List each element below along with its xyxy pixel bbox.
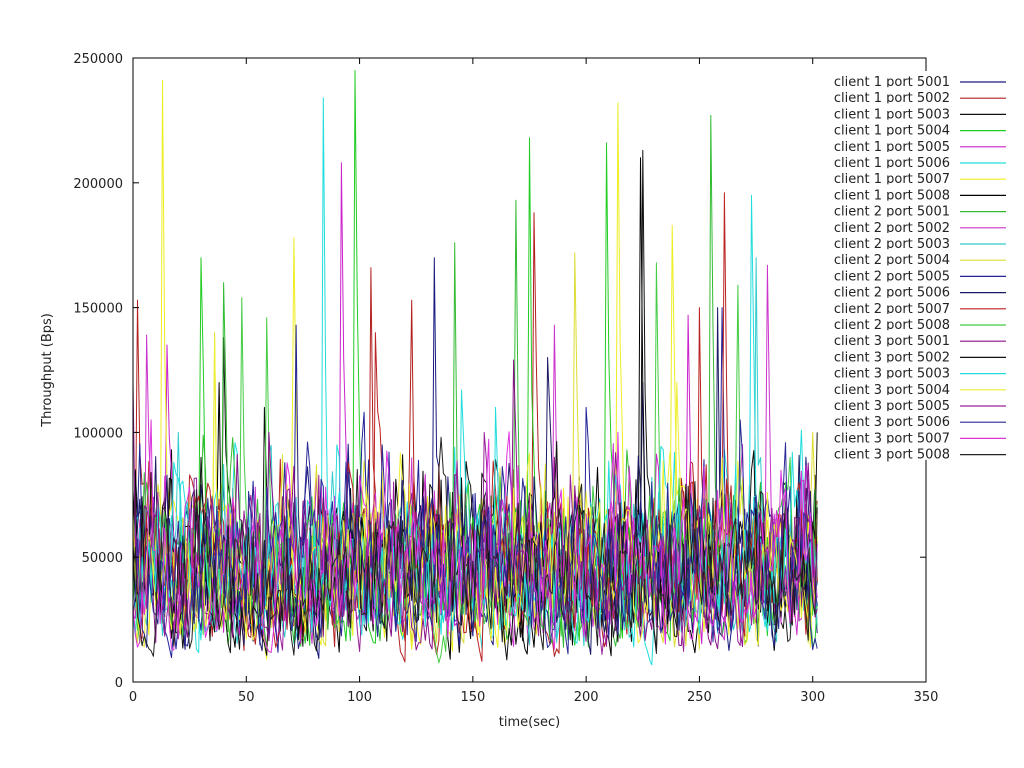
legend-label: client 2 port 5001 xyxy=(834,205,950,220)
legend-item: client 1 port 5006 xyxy=(822,152,1012,171)
legend-item-background xyxy=(822,443,1012,460)
legend-item: client 2 port 5003 xyxy=(822,233,1012,252)
legend-item: client 2 port 5004 xyxy=(822,249,1012,268)
x-tick-label: 0 xyxy=(129,690,137,705)
legend-label: client 2 port 5005 xyxy=(834,269,950,284)
y-tick-label: 100000 xyxy=(73,426,123,441)
legend-item-background xyxy=(822,297,1012,314)
legend-label: client 3 port 5006 xyxy=(834,415,950,430)
legend-label: client 3 port 5005 xyxy=(834,399,950,414)
legend-item-background xyxy=(822,103,1012,120)
legend-item-background xyxy=(822,362,1012,379)
legend-item: client 1 port 5004 xyxy=(822,119,1012,139)
legend-item: client 2 port 5007 xyxy=(822,297,1012,317)
legend-item-background xyxy=(822,265,1012,282)
legend-item-background xyxy=(822,330,1012,347)
x-tick-label: 150 xyxy=(460,690,485,705)
legend-item-background xyxy=(822,152,1012,169)
x-tick-label: 100 xyxy=(347,690,372,705)
legend-item-background xyxy=(822,168,1012,185)
legend-item: client 2 port 5006 xyxy=(822,281,1012,301)
legend-item: client 3 port 5003 xyxy=(822,362,1012,382)
legend-label: client 2 port 5006 xyxy=(834,286,950,301)
legend-item-background xyxy=(822,411,1012,428)
y-tick-label: 150000 xyxy=(73,302,123,317)
legend-item-background xyxy=(822,281,1012,298)
legend-label: client 2 port 5007 xyxy=(834,302,950,317)
legend-item: client 2 port 5002 xyxy=(822,216,1012,236)
legend-label: client 1 port 5007 xyxy=(834,172,950,187)
legend-label: client 1 port 5001 xyxy=(834,75,950,90)
legend-item: client 2 port 5001 xyxy=(822,200,1012,220)
legend-label: client 1 port 5005 xyxy=(834,140,950,155)
legend-label: client 3 port 5003 xyxy=(834,367,950,382)
legend-item-background xyxy=(822,427,1012,444)
x-tick-label: 250 xyxy=(687,690,712,705)
legend-label: client 1 port 5006 xyxy=(834,156,950,171)
legend-item-background xyxy=(822,395,1012,412)
legend-item: client 1 port 5001 xyxy=(822,71,1012,90)
legend-label: client 2 port 5003 xyxy=(834,237,950,252)
legend-item-background xyxy=(822,249,1012,266)
legend-item: client 1 port 5002 xyxy=(822,87,1012,106)
x-tick-label: 350 xyxy=(914,690,939,705)
legend-label: client 3 port 5001 xyxy=(834,334,950,349)
legend-item: client 1 port 5005 xyxy=(822,135,1012,155)
y-tick-label: 200000 xyxy=(73,177,123,192)
legend-item-background xyxy=(822,378,1012,395)
legend-item-background xyxy=(822,87,1012,104)
legend-label: client 2 port 5002 xyxy=(834,221,950,236)
x-tick-label: 300 xyxy=(800,690,825,705)
legend-item-background xyxy=(822,346,1012,363)
legend-label: client 2 port 5004 xyxy=(834,253,950,268)
series-lines xyxy=(132,70,818,666)
legend-item: client 3 port 5007 xyxy=(822,427,1012,446)
legend-label: client 1 port 5003 xyxy=(834,107,950,122)
legend-item: client 3 port 5002 xyxy=(822,346,1012,365)
legend-item-background xyxy=(822,314,1012,331)
x-tick-label: 50 xyxy=(238,690,255,705)
series-line-24 xyxy=(132,436,818,657)
legend-label: client 3 port 5002 xyxy=(834,350,950,365)
x-axis-title: time(sec) xyxy=(499,715,560,730)
legend-item: client 1 port 5008 xyxy=(822,184,1012,203)
legend-item: client 2 port 5008 xyxy=(822,314,1012,333)
legend-item-background xyxy=(822,216,1012,233)
legend-item: client 2 port 5005 xyxy=(822,265,1012,284)
legend-item: client 3 port 5001 xyxy=(822,330,1012,349)
y-axis-title: Throughput (Bps) xyxy=(40,313,55,428)
legend-label: client 1 port 5002 xyxy=(834,91,950,106)
legend-item: client 1 port 5007 xyxy=(822,168,1012,187)
x-tick-label: 200 xyxy=(574,690,599,705)
legend-item-background xyxy=(822,71,1012,88)
series-line-23 xyxy=(132,419,818,653)
legend-label: client 3 port 5008 xyxy=(834,448,950,463)
legend-item-background xyxy=(822,135,1012,152)
legend-item-background xyxy=(822,200,1012,217)
legend-item: client 3 port 5004 xyxy=(822,378,1012,398)
legend-item: client 3 port 5006 xyxy=(822,411,1012,430)
legend-label: client 3 port 5007 xyxy=(834,431,950,446)
y-axis: 0 50000 100000 150000 200000 250000 xyxy=(73,52,926,691)
y-tick-label: 0 xyxy=(115,676,123,691)
legend-item-background xyxy=(822,184,1012,201)
x-axis: 0 50 100 150 200 250 300 350 xyxy=(129,58,939,705)
legend-item-background xyxy=(822,233,1012,250)
legend-label: client 2 port 5008 xyxy=(834,318,950,333)
y-tick-label: 250000 xyxy=(73,52,123,67)
legend-item: client 3 port 5008 xyxy=(822,443,1012,463)
legend-label: client 1 port 5004 xyxy=(834,124,950,139)
legend-item: client 3 port 5005 xyxy=(822,395,1012,414)
y-tick-label: 50000 xyxy=(82,551,123,566)
legend-label: client 3 port 5004 xyxy=(834,383,950,398)
legend-item-background xyxy=(822,119,1012,136)
legend-label: client 1 port 5008 xyxy=(834,188,950,203)
legend-item: client 1 port 5003 xyxy=(822,103,1012,122)
